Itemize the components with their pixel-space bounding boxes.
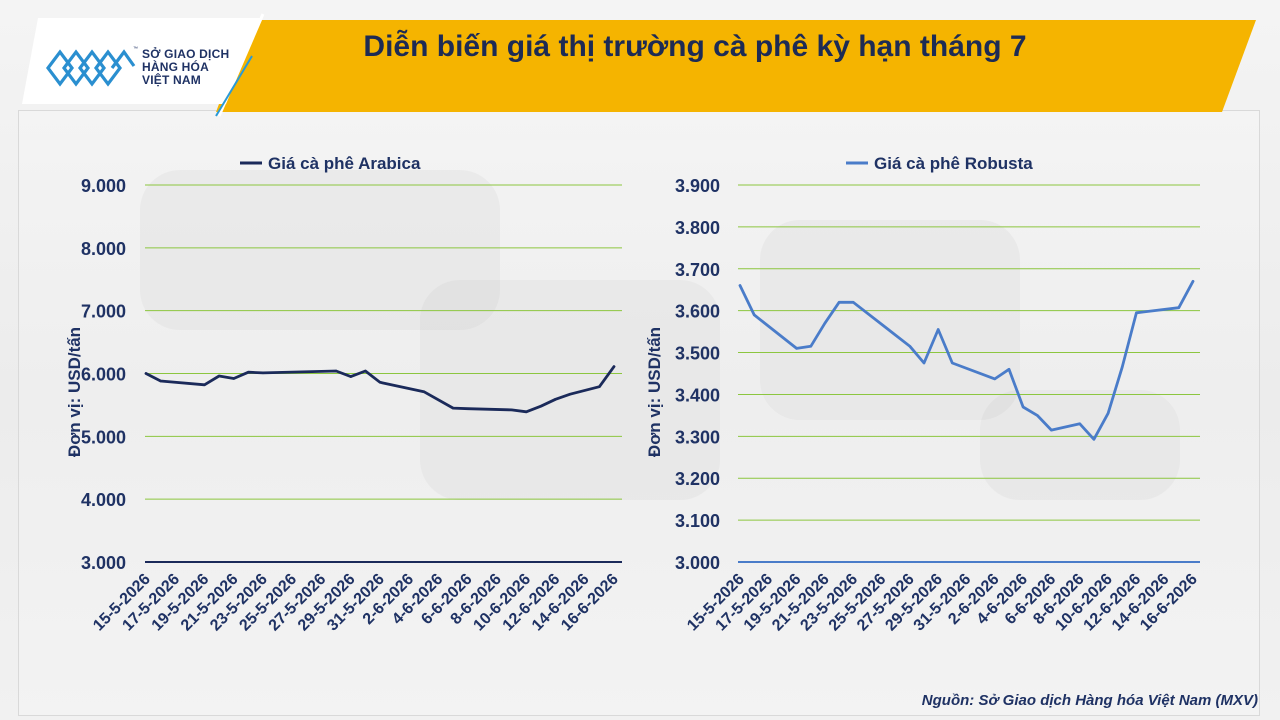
data-point [922, 361, 926, 365]
logo-line-1: SỞ GIAO DỊCH [142, 47, 230, 61]
data-point [349, 375, 352, 378]
data-point [568, 393, 572, 396]
exchange-logo-text: SỞ GIAO DỊCH HÀNG HÓA VIỆT NAM [142, 48, 229, 87]
source-note: Nguồn: Sở Giao dịch Hàng hóa Việt Nam (M… [921, 692, 1258, 709]
data-point [1078, 422, 1081, 425]
data-point [525, 410, 528, 414]
y-tick-label: 5.000 [81, 427, 126, 447]
chart-frame [18, 110, 1260, 716]
series-line [738, 279, 1195, 441]
data-point [809, 345, 812, 348]
page-title: Diễn biến giá thị trường cà phê kỳ hạn t… [363, 30, 1027, 63]
data-point [451, 406, 455, 410]
data-point [364, 369, 367, 373]
data-point [1177, 306, 1181, 309]
data-point [752, 313, 756, 317]
logo-line-3: VIỆT NAM [142, 73, 201, 87]
data-point [203, 383, 206, 387]
y-tick-label: 3.800 [675, 218, 720, 238]
data-point [144, 372, 148, 375]
data-point [612, 365, 616, 368]
data-point [1191, 280, 1195, 283]
data-point [993, 377, 997, 381]
data-point [378, 381, 382, 384]
banner-accent-line [215, 55, 253, 117]
y-tick-label: 3.200 [675, 469, 720, 489]
y-tick-label: 6.000 [81, 365, 126, 385]
data-point [539, 404, 543, 408]
y-tick-label: 3.100 [675, 511, 720, 531]
logo-panel [22, 18, 262, 104]
background-map-shape [760, 220, 1020, 420]
legend-label: Giá cà phê Arabica [268, 154, 421, 173]
data-point [466, 407, 469, 410]
data-point [1007, 368, 1011, 371]
data-point [598, 385, 601, 388]
y-axis-label: Đơn vị: USD/tấn [645, 327, 664, 457]
data-point [247, 371, 250, 374]
y-tick-label: 7.000 [81, 302, 126, 322]
data-point [159, 379, 162, 383]
data-point [554, 398, 557, 401]
y-tick-label: 3.600 [675, 302, 720, 322]
data-point [738, 284, 742, 287]
data-point [217, 374, 221, 378]
banner-bar [216, 20, 1256, 112]
data-point [795, 347, 798, 350]
y-tick-label: 3.300 [675, 427, 720, 447]
data-point [334, 369, 338, 373]
data-point [1021, 405, 1025, 409]
background-map-shape [980, 390, 1180, 500]
y-tick-label: 3.400 [675, 385, 720, 405]
data-point [951, 361, 954, 365]
data-point [936, 328, 940, 331]
y-tick-label: 9.000 [81, 176, 126, 196]
data-point [908, 345, 912, 348]
data-point [1050, 428, 1053, 432]
data-point [1106, 412, 1110, 415]
data-point [1092, 438, 1096, 441]
data-point [422, 390, 426, 393]
y-tick-label: 3.500 [675, 344, 720, 364]
data-point [1121, 366, 1124, 369]
data-point [852, 301, 855, 304]
y-tick-label: 4.000 [81, 490, 126, 510]
data-point [823, 322, 827, 325]
logo-line-2: HÀNG HÓA [142, 60, 209, 74]
y-tick-label: 3.700 [675, 260, 720, 280]
data-point [837, 301, 841, 304]
background-map-shape [420, 280, 720, 500]
arabica-chart: 3.0004.0005.0006.0007.0008.0009.00015-5-… [65, 154, 622, 634]
y-tick-label: 3.000 [81, 553, 126, 573]
y-axis-label: Đơn vị: USD/tấn [65, 327, 84, 457]
y-tick-label: 8.000 [81, 239, 126, 259]
data-point [232, 377, 235, 380]
legend-label: Giá cà phê Robusta [874, 154, 1033, 173]
exchange-logo-icon [46, 49, 136, 87]
y-tick-label: 3.000 [675, 553, 720, 573]
data-point [510, 408, 513, 412]
data-point [261, 371, 265, 375]
data-point [1135, 311, 1138, 314]
y-tick-label: 3.900 [675, 176, 720, 196]
data-point [1036, 414, 1039, 417]
header-banner [22, 13, 1256, 117]
trademark-mark: ™ [133, 46, 138, 52]
background-map-shape [140, 170, 500, 330]
